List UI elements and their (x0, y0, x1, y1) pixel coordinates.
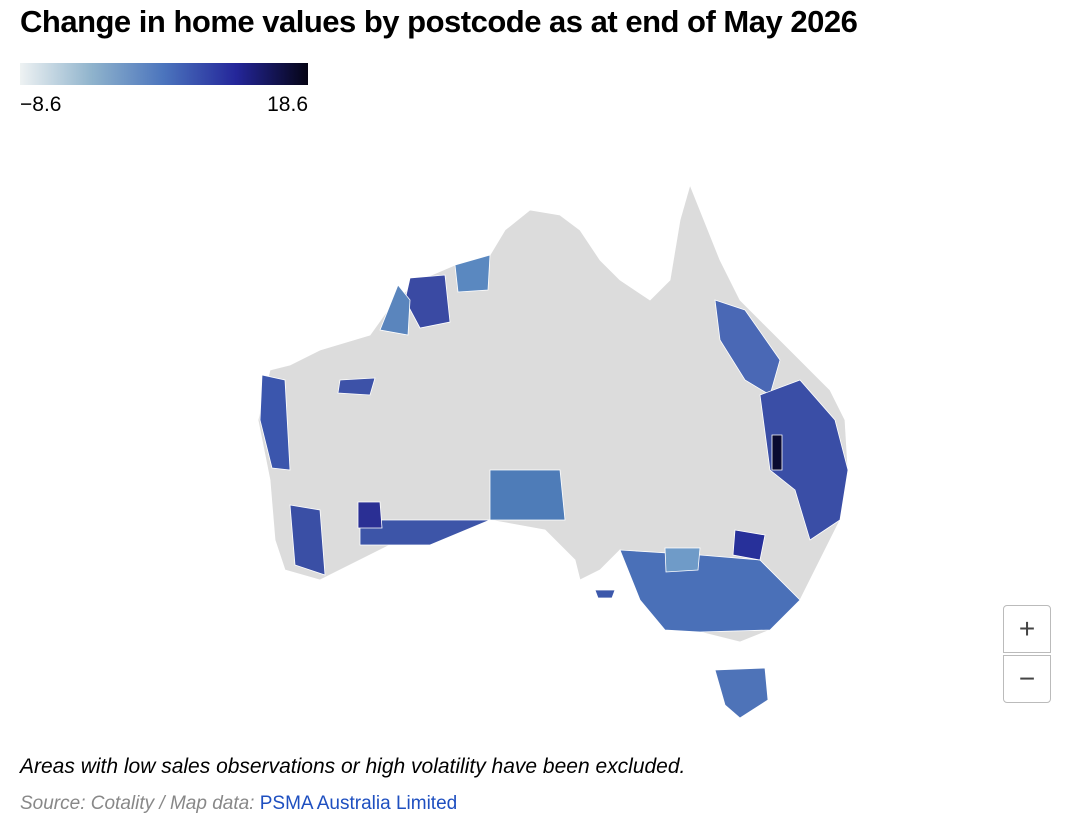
legend-min-label: −8.6 (20, 93, 62, 116)
region (771, 434, 783, 471)
region (359, 519, 491, 546)
tasmania (714, 667, 769, 719)
region (337, 377, 376, 396)
note: Areas with low sales observations or hig… (20, 755, 686, 778)
map-title: Change in home values by postcode as at … (20, 4, 858, 39)
source-link[interactable]: PSMA Australia Limited (259, 793, 458, 814)
region (759, 379, 849, 541)
region (259, 374, 291, 471)
region (357, 501, 383, 529)
source-text: Source: Cotality / Map data: (20, 793, 255, 814)
region (489, 469, 566, 521)
region (289, 504, 326, 576)
legend-max-label: 18.6 (267, 93, 308, 116)
region (379, 284, 411, 336)
map (257, 183, 849, 719)
source: Source: Cotality / Map data: PSMA Austra… (20, 793, 457, 815)
region (664, 547, 701, 573)
region (732, 529, 766, 561)
legend-bar (20, 63, 308, 85)
zoom-out-button[interactable]: − (1003, 655, 1051, 703)
region (454, 254, 491, 293)
zoom-in-button[interactable]: + (1003, 605, 1051, 653)
region (594, 589, 616, 599)
legend-gradient (20, 63, 308, 85)
region (619, 549, 801, 633)
